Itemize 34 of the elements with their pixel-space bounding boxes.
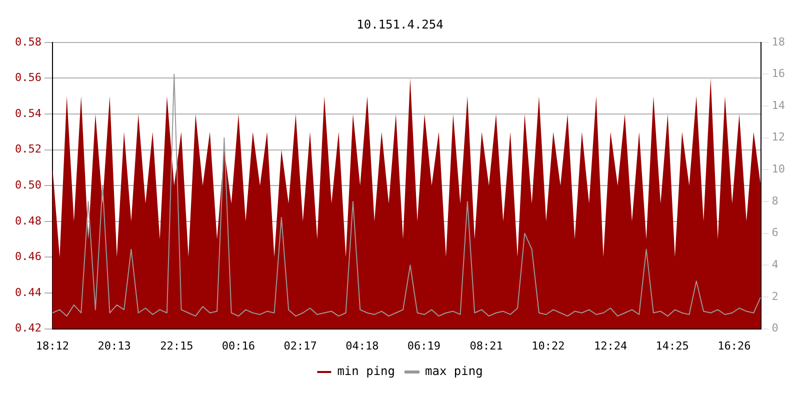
- x-tick-label: 06:19: [407, 339, 441, 352]
- y-tick-label: 0.52: [14, 142, 42, 156]
- y-tick-label: 0.54: [14, 106, 42, 120]
- x-tick-label: 12:24: [594, 339, 628, 352]
- y2-tick-label: 8: [772, 194, 778, 208]
- x-tick-label: 08:21: [470, 339, 503, 352]
- y-tick-label: 0.42: [14, 322, 42, 335]
- legend-label: min ping: [337, 364, 395, 378]
- y2-tick-label: 4: [772, 258, 779, 272]
- y-tick-label: 0.58: [14, 35, 42, 48]
- x-tick-label: 00:16: [222, 339, 256, 352]
- legend-label: max ping: [425, 364, 483, 378]
- chart-title: 10.151.4.254: [356, 17, 444, 32]
- y2-tick-label: 6: [772, 226, 778, 240]
- y-tick-label: 0.48: [14, 214, 42, 228]
- x-tick-label: 10:22: [532, 339, 565, 352]
- y-tick-label: 0.46: [14, 250, 42, 264]
- y2-tick-label: 0: [772, 322, 778, 335]
- x-tick-label: 02:17: [284, 339, 317, 352]
- y2-tick-label: 16: [772, 67, 786, 80]
- y-tick-label: 0.44: [14, 286, 42, 299]
- y2-tick-label: 2: [772, 290, 778, 303]
- y2-tick-label: 12: [772, 130, 786, 144]
- y2-tick-label: 14: [772, 98, 786, 112]
- x-tick-label: 18:12: [36, 339, 70, 352]
- y2-tick-label: 10: [772, 162, 786, 176]
- y-tick-label: 0.56: [14, 71, 42, 84]
- x-tick-label: 20:13: [98, 339, 131, 352]
- y2-tick-label: 18: [772, 35, 786, 48]
- y-tick-label: 0.50: [14, 178, 42, 192]
- x-tick-label: 16:26: [718, 339, 751, 352]
- x-tick-label: 14:25: [656, 339, 689, 352]
- x-tick-label: 04:18: [346, 339, 379, 352]
- x-tick-label: 22:15: [160, 339, 194, 352]
